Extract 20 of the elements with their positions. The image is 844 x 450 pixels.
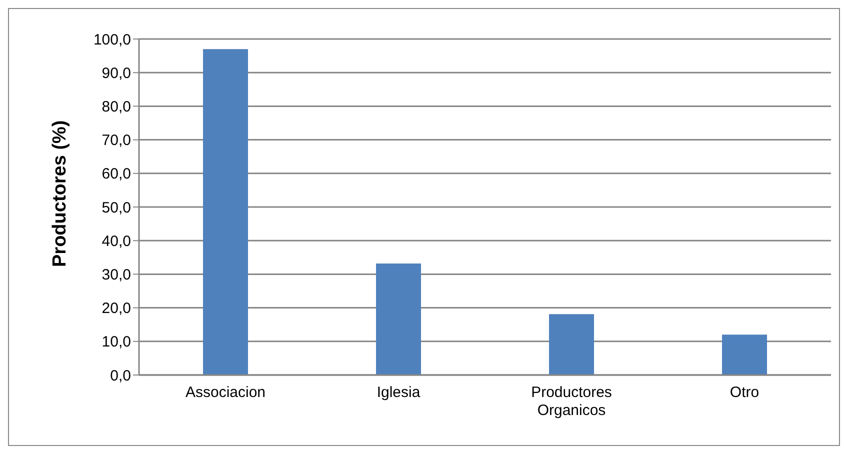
y-tick-label: 10,0 bbox=[102, 334, 131, 351]
y-tick-label: 100,0 bbox=[93, 31, 131, 48]
y-tick-label: 80,0 bbox=[102, 98, 131, 116]
bar bbox=[376, 263, 422, 375]
x-tick-label: Associacion bbox=[185, 384, 266, 401]
bar bbox=[722, 334, 768, 375]
y-axis-title: Productores (%) bbox=[50, 120, 71, 267]
x-tick-label: Productores Organicos bbox=[531, 384, 612, 419]
y-tick-label: 50,0 bbox=[102, 199, 131, 216]
y-tick-label: 30,0 bbox=[102, 266, 131, 284]
x-tick-label: Iglesia bbox=[376, 384, 421, 401]
x-tick-label: Otro bbox=[730, 384, 760, 401]
y-tick-label: 20,0 bbox=[102, 300, 131, 318]
y-tick-label: 60,0 bbox=[102, 166, 131, 183]
bar bbox=[549, 314, 594, 375]
y-tick-label: 70,0 bbox=[102, 132, 131, 150]
y-tick-label: 40,0 bbox=[102, 232, 131, 250]
bar bbox=[203, 49, 248, 375]
y-tick-label: 0,0 bbox=[110, 367, 131, 384]
y-tick-label: 90,0 bbox=[102, 64, 131, 82]
